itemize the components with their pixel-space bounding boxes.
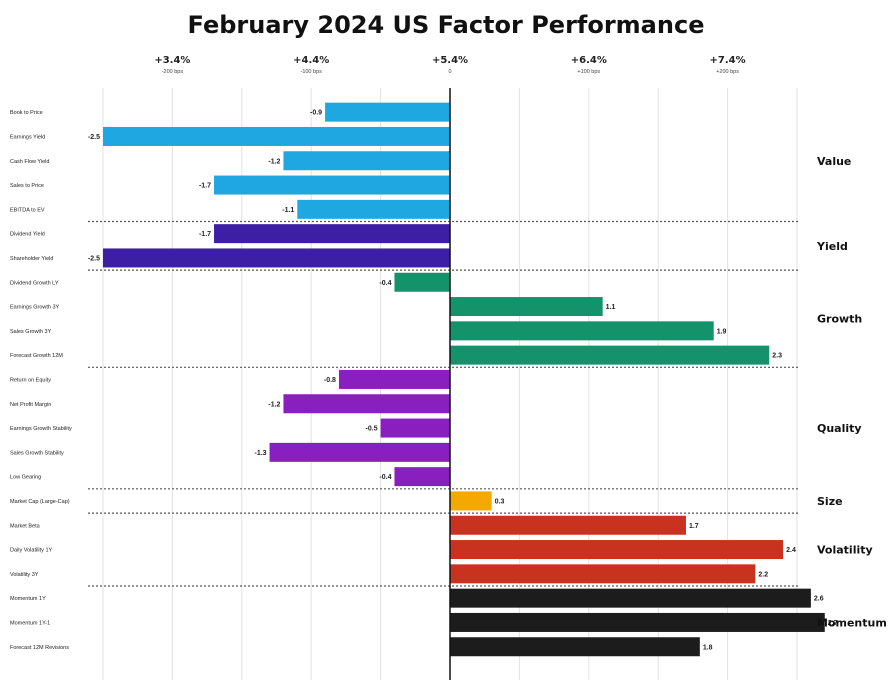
bar <box>450 588 811 608</box>
value-label: -1.2 <box>268 401 280 408</box>
top-tick-sublabel: +100 bps <box>577 69 600 75</box>
bar <box>450 321 714 341</box>
group-labels: Value Yield Growth Quality Size Volatility Mom… <box>816 155 887 630</box>
category-label: Sales Growth 3Y <box>10 329 52 335</box>
category-label: Dividend Yield <box>10 232 45 238</box>
group-label: Value <box>817 155 851 168</box>
bar <box>338 369 450 389</box>
top-tick-label: +3.4% <box>154 55 190 66</box>
value-label: 1.1 <box>606 304 616 311</box>
category-label: Momentum 1Y-1 <box>10 620 50 626</box>
category-label: Sales Growth Stability <box>10 450 64 456</box>
value-label: 2.3 <box>772 353 782 360</box>
value-label: 0.3 <box>495 498 505 505</box>
top-tick-sublabel: +200 bps <box>716 69 739 75</box>
top-tick-label: +5.4% <box>432 55 468 66</box>
group-label: Yield <box>816 240 848 253</box>
category-label: Forecast 12M Revisions <box>10 645 69 651</box>
bar <box>450 345 770 365</box>
bars <box>103 102 825 657</box>
bar <box>297 199 450 219</box>
value-label: 2.2 <box>758 571 768 578</box>
bar <box>450 540 784 560</box>
bar <box>283 394 450 414</box>
value-label: -1.3 <box>254 450 266 457</box>
top-tick-sublabel: -100 bps <box>300 69 322 75</box>
value-label: -1.7 <box>199 231 211 238</box>
value-label: 2.7 <box>828 620 838 627</box>
bar <box>394 272 450 292</box>
top-tick-label: +4.4% <box>293 55 329 66</box>
top-tick-label: +7.4% <box>710 55 746 66</box>
category-label: Volatility 3Y <box>10 572 39 578</box>
value-label: -1.7 <box>199 183 211 190</box>
bar <box>325 102 450 122</box>
top-tick-sublabel: -200 bps <box>162 69 184 75</box>
bar <box>450 612 825 632</box>
category-label: Low Gearing <box>10 475 41 481</box>
category-label: Book to Price <box>10 110 43 116</box>
chart-title: February 2024 US Factor Performance <box>188 11 705 39</box>
value-label: -0.8 <box>324 377 336 384</box>
category-label: Market Cap (Large-Cap) <box>10 499 70 505</box>
group-separators <box>88 220 800 587</box>
top-tick-sublabel: 0 <box>448 69 451 75</box>
category-label: Cash Flow Yield <box>10 159 49 165</box>
group-label: Volatility <box>817 544 873 557</box>
category-label: Dividend Growth LY <box>10 280 59 286</box>
group-label: Quality <box>817 422 862 435</box>
bar <box>283 151 450 171</box>
bar <box>450 297 603 317</box>
bar <box>214 175 450 195</box>
bar <box>269 442 450 462</box>
bar <box>380 418 450 438</box>
category-label: Earnings Growth Stability <box>10 426 72 432</box>
top-axis-ticks: +3.4% -200 bps +4.4% -100 bps +5.4% 0 +6.4% +10… <box>154 55 745 75</box>
value-label: 1.7 <box>689 523 699 530</box>
value-label: -0.5 <box>366 426 378 433</box>
value-label: 1.8 <box>703 644 713 651</box>
value-label: -0.4 <box>379 474 391 481</box>
bar <box>394 467 450 487</box>
category-label: Shareholder Yield <box>10 256 53 262</box>
bar <box>103 126 450 146</box>
bar <box>103 248 450 268</box>
category-labels: Book to Price Earnings Yield Cash Flow Yie… <box>10 110 72 651</box>
bar <box>214 224 450 244</box>
value-labels: -0.9 -2.5 -1.2 -1.7 -1.1 -1.7 -2.5 -0.4 1.1 1.9 2.… <box>88 110 838 652</box>
value-label: 1.9 <box>717 328 727 335</box>
value-label: -1.1 <box>282 207 294 214</box>
group-label: Size <box>817 495 843 508</box>
bar <box>450 515 686 535</box>
value-label: -2.5 <box>88 134 100 141</box>
group-label: Momentum <box>817 616 887 629</box>
category-label: Forecast Growth 12M <box>10 353 63 359</box>
bar <box>450 564 756 584</box>
category-label: Net Profit Margin <box>10 402 51 408</box>
category-label: Return on Equity <box>10 377 51 383</box>
category-label: Daily Volatility 1Y <box>10 548 53 554</box>
category-label: Earnings Growth 3Y <box>10 305 60 311</box>
value-label: -1.2 <box>268 158 280 165</box>
value-label: 2.6 <box>814 596 824 603</box>
value-label: -2.5 <box>88 255 100 262</box>
group-label: Growth <box>817 313 862 326</box>
category-label: EBITDA to EV <box>10 207 45 213</box>
category-label: Earnings Yield <box>10 134 45 140</box>
value-label: -0.4 <box>379 280 391 287</box>
value-label: -0.9 <box>310 110 322 117</box>
category-label: Sales to Price <box>10 183 44 189</box>
top-tick-label: +6.4% <box>571 55 607 66</box>
category-label: Momentum 1Y <box>10 596 46 602</box>
bar <box>450 491 492 511</box>
value-label: 2.4 <box>786 547 796 554</box>
category-label: Market Beta <box>10 523 41 529</box>
bar <box>450 637 700 657</box>
